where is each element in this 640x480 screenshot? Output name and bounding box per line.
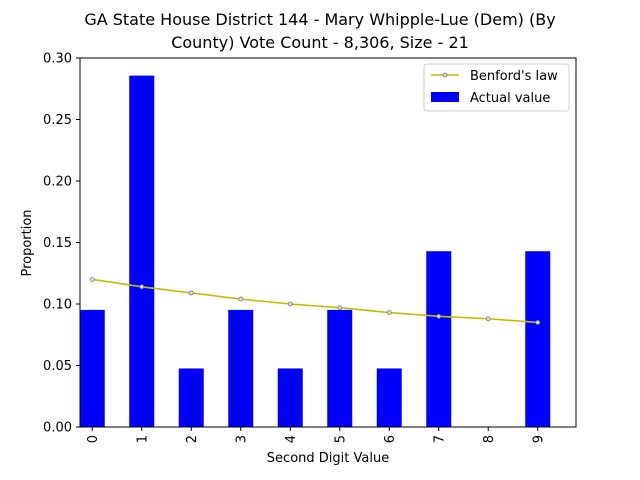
x-axis-label: Second Digit Value	[267, 451, 389, 466]
bar-digit-2	[178, 368, 204, 427]
y-tick-label: 0.05	[43, 359, 72, 374]
y-axis-label: Proportion	[20, 209, 35, 276]
x-tick-label-8: 8	[482, 435, 497, 443]
x-tick-label-6: 6	[383, 435, 398, 443]
legend-bar-swatch	[431, 92, 459, 102]
x-tick-label-0: 0	[86, 435, 101, 443]
x-tick-label-4: 4	[284, 435, 299, 443]
y-tick-label: 0.20	[43, 175, 72, 190]
benford-point-digit-1	[139, 284, 145, 290]
bar-digit-4	[277, 368, 303, 427]
benford-point-digit-0	[89, 276, 95, 282]
bar-digit-9	[525, 251, 551, 427]
bar-digit-5	[327, 309, 353, 427]
bar-digit-7	[426, 251, 452, 427]
legend-label-benford: Benford's law	[470, 69, 558, 84]
benford-line-layer	[89, 276, 541, 325]
benford-point-digit-7	[436, 313, 442, 319]
legend-label-actual: Actual value	[470, 91, 550, 106]
y-tick-label: 0.10	[43, 298, 72, 313]
x-tick-label-3: 3	[234, 435, 249, 443]
bar-digit-0	[79, 309, 105, 427]
bar-digit-3	[228, 309, 254, 427]
y-tick-label: 0.00	[43, 421, 72, 436]
legend-marker-swatch	[442, 72, 448, 78]
x-tick-label-7: 7	[432, 435, 447, 443]
x-tick-label-9: 9	[531, 435, 546, 443]
y-tick-label: 0.15	[43, 236, 72, 251]
benford-point-digit-4	[287, 301, 293, 307]
y-ticks: 0.00 0.05 0.10 0.15 0.20 0.25 0.30	[43, 52, 80, 436]
legend-frame	[423, 63, 570, 112]
benford-point-digit-6	[386, 310, 392, 316]
chart-title-line-1: GA State House District 144 - Mary Whipp…	[84, 10, 556, 29]
x-tick-label-1: 1	[135, 435, 150, 443]
y-tick-label: 0.30	[43, 52, 72, 67]
bar-digit-6	[376, 368, 402, 427]
chart-title-line-2: County) Vote Count - 8,306, Size - 21	[171, 33, 469, 52]
x-tick-label-2: 2	[185, 435, 200, 443]
benford-point-digit-2	[188, 290, 194, 296]
bar-digit-1	[129, 75, 155, 427]
x-ticks: 0 1 2 3 4 5 6 7 8 9	[86, 427, 546, 443]
benford-line	[92, 278, 538, 324]
benford-point-digit-9	[535, 320, 541, 325]
benford-point-digit-5	[337, 305, 343, 311]
benford-point-digit-8	[485, 316, 491, 322]
y-tick-label: 0.25	[43, 113, 72, 128]
legend: Benford's law Actual value	[423, 63, 570, 112]
bars-layer	[79, 75, 551, 427]
benford-point-digit-3	[238, 296, 244, 302]
x-tick-label-5: 5	[333, 435, 348, 443]
